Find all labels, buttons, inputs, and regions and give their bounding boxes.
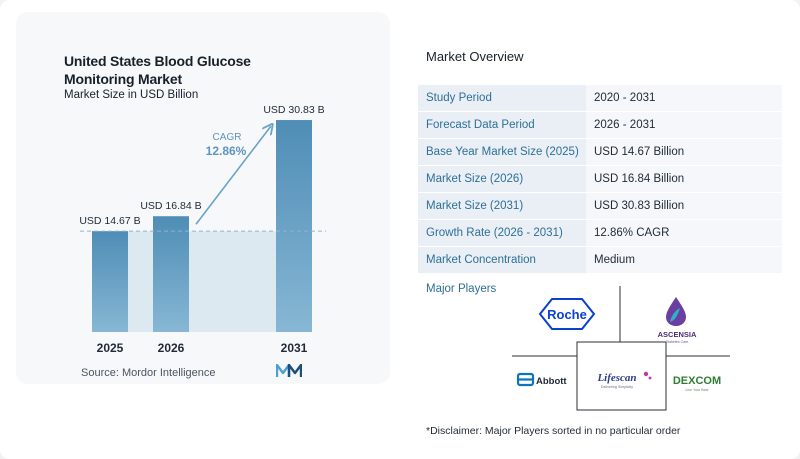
overview-label: Study Period [418,85,586,111]
overview-value: USD 16.84 Billion [586,166,782,192]
chart-subtitle: Market Size in USD Billion [64,89,199,101]
overview-value: 2026 - 2031 [586,112,782,138]
overview-value: USD 14.67 Billion [586,139,782,165]
x-tick-2025: 2025 [97,341,124,355]
disclaimer-note: *Disclaimer: Major Players sorted in no … [426,425,681,437]
data-label-2026: USD 16.84 B [140,200,201,212]
cagr-value: 12.86% [206,144,247,158]
overview-label: Growth Rate (2026 - 2031) [418,220,586,246]
overview-label: Forecast Data Period [418,112,586,138]
overview-row-size-2031: Market Size (2031) USD 30.83 Billion [418,193,782,220]
chart-title-line-1: United States Blood Glucose [64,53,251,69]
overview-value: USD 30.83 Billion [586,193,782,219]
bar-2025 [92,231,128,332]
overview-row-concentration: Market Concentration Medium [418,247,782,274]
major-players-title: Major Players [426,283,497,295]
overview-row-base-year-size: Base Year Market Size (2025) USD 14.67 B… [418,139,782,166]
overview-label: Market Size (2031) [418,193,586,219]
base-year-band [92,231,312,332]
source-note: Source: Mordor Intelligence [81,367,216,379]
overview-row-forecast-period: Forecast Data Period 2026 - 2031 [418,112,782,139]
bar-chart: USD 14.67 B 2025 USD 16.84 B 2026 USD 30.83 … [79,104,326,355]
overview-row-growth-rate: Growth Rate (2026 - 2031) 12.86% CAGR [418,220,782,247]
overview-label: Base Year Market Size (2025) [418,139,586,165]
overview-value: 12.86% CAGR [586,220,782,246]
cagr-arrow [195,126,271,225]
chart-title: United States Blood Glucose Monitoring M… [64,52,251,88]
x-tick-2026: 2026 [158,341,185,355]
market-overview-title: Market Overview [426,49,524,64]
bar-2031 [276,120,312,332]
mordor-intelligence-logo-icon [276,364,302,377]
overview-value: 2020 - 2031 [586,85,782,111]
bar-2026 [153,216,189,332]
cagr-label: CAGR [213,132,242,143]
x-tick-2031: 2031 [281,341,308,355]
overview-value: Medium [586,247,782,273]
data-label-2031: USD 30.83 B [263,104,324,116]
market-overview-table: Study Period 2020 - 2031 Forecast Data P… [418,85,782,274]
chart-title-line-2: Monitoring Market [64,71,182,87]
data-label-2025: USD 14.67 B [79,215,140,227]
overview-label: Market Size (2026) [418,166,586,192]
overview-label: Market Concentration [418,247,586,273]
overview-row-size-2026: Market Size (2026) USD 16.84 Billion [418,166,782,193]
overview-row-study-period: Study Period 2020 - 2031 [418,85,782,112]
